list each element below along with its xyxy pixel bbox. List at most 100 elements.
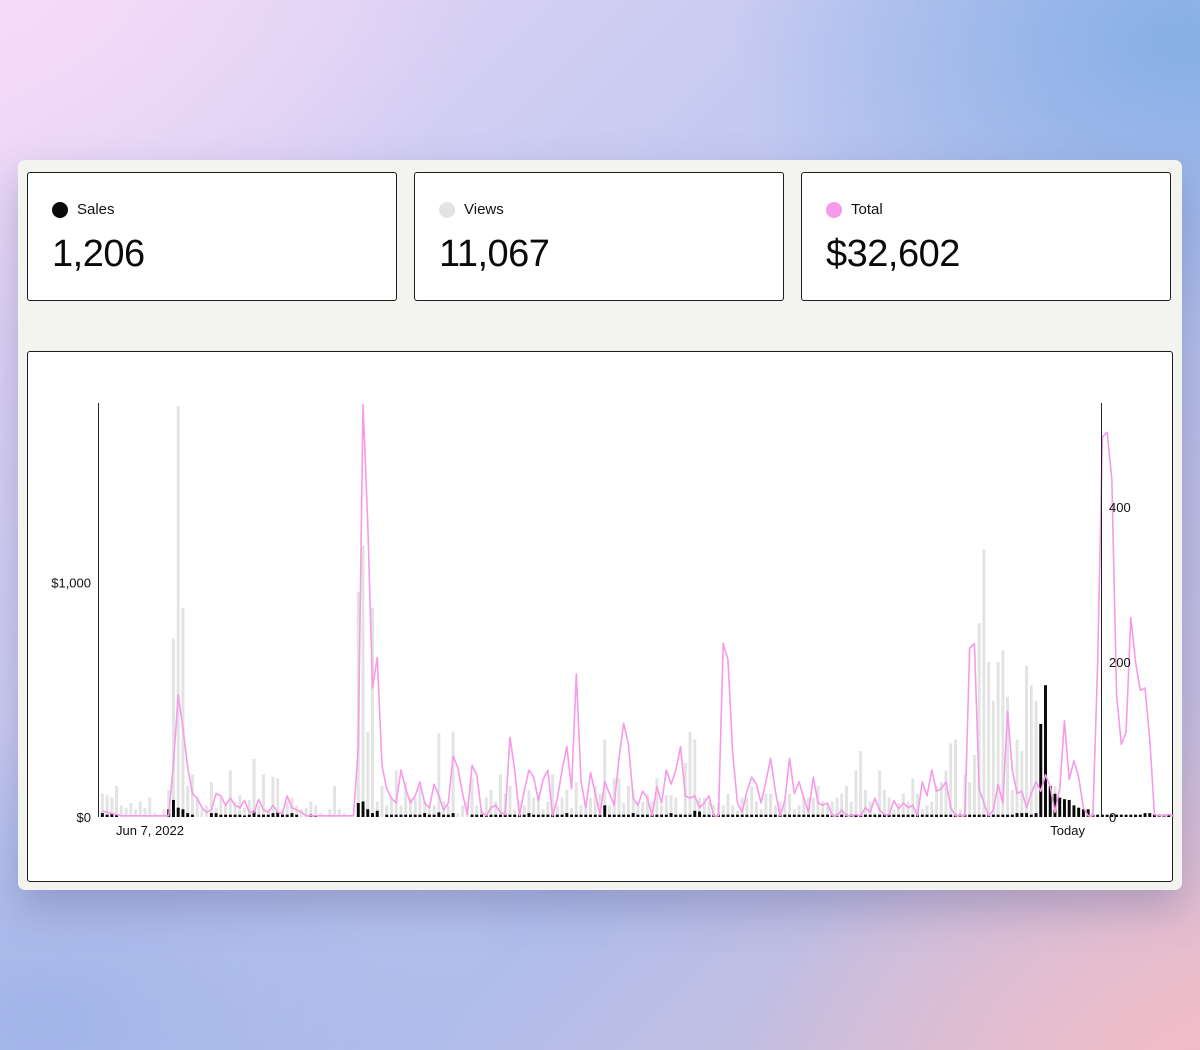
views-bar — [636, 801, 640, 817]
views-bar — [608, 805, 611, 817]
sales-bar — [238, 814, 242, 817]
sales-bar — [499, 814, 502, 817]
views-bar — [617, 778, 621, 817]
views-bar — [238, 795, 242, 817]
sales-bar — [617, 814, 621, 817]
sales-bar — [494, 814, 498, 817]
views-bar — [276, 778, 280, 817]
sales-bar — [683, 814, 687, 817]
sales-bar — [698, 811, 701, 817]
sales-bar — [176, 807, 180, 817]
sales-bar — [508, 814, 512, 817]
sales-bar — [570, 814, 574, 817]
views-bar — [309, 801, 313, 817]
sales-bar — [1067, 799, 1071, 817]
sales-bar — [257, 814, 261, 817]
stat-card-views[interactable]: Views 11,067 — [414, 172, 784, 301]
sales-bar — [707, 814, 711, 817]
sales-bar — [972, 814, 976, 817]
sales-bar — [579, 814, 583, 817]
sales-bar — [190, 814, 194, 817]
sales-bar — [285, 814, 289, 817]
views-bar — [930, 801, 934, 817]
views-bar — [456, 813, 460, 817]
sales-bar — [802, 814, 806, 817]
chart-card[interactable]: $0 $1,000 0 200 400 Jun 7, 2022 Today — [27, 351, 1174, 883]
sales-bar — [432, 814, 436, 817]
sales-bar — [214, 813, 218, 817]
stat-card-sales[interactable]: Sales 1,206 — [27, 172, 397, 301]
sales-bar — [446, 814, 450, 817]
views-bar — [859, 751, 863, 817]
views-bar — [811, 797, 815, 817]
sales-bar — [745, 814, 749, 817]
views-bar — [432, 805, 436, 817]
sales-bar — [1072, 805, 1076, 817]
views-bar — [138, 801, 142, 817]
views-bar — [958, 809, 962, 817]
sales-bar — [1129, 814, 1133, 817]
views-bar — [423, 801, 427, 817]
views-bar — [925, 805, 929, 817]
sales-bar — [598, 814, 602, 817]
views-bar — [1020, 751, 1024, 817]
sales-bar — [626, 814, 630, 817]
sales-bar — [171, 799, 175, 817]
sales-bar — [356, 803, 360, 817]
sales-bar — [608, 814, 611, 817]
sales-bar — [892, 814, 896, 817]
views-bar — [186, 785, 190, 817]
sales-bar — [693, 810, 697, 817]
views-bar — [427, 805, 431, 817]
sales-bar — [788, 814, 792, 817]
views-bar — [773, 805, 777, 817]
views-bar — [522, 805, 526, 817]
views-bar — [314, 805, 318, 817]
sales-bar — [868, 814, 872, 817]
sales-bar — [1105, 814, 1109, 817]
views-bar — [195, 797, 199, 817]
views-bar — [574, 782, 578, 817]
views-bar — [219, 797, 223, 817]
views-bar — [176, 406, 180, 817]
sales-bar — [442, 814, 446, 817]
sales-bar — [811, 814, 815, 817]
views-bar — [688, 731, 692, 817]
stat-value: 11,067 — [439, 233, 550, 275]
sales-bar — [897, 814, 901, 817]
stat-value: 1,206 — [52, 233, 145, 275]
views-bar — [669, 795, 673, 817]
sales-bar — [589, 814, 592, 817]
views-bar — [337, 809, 341, 817]
sales-bar — [503, 814, 507, 817]
sales-bar — [560, 814, 564, 817]
views-bar — [603, 739, 607, 817]
sales-bar — [612, 814, 616, 817]
views-bar — [252, 758, 256, 817]
views-bar — [167, 789, 171, 817]
views-bar — [674, 797, 678, 817]
sales-bar — [977, 814, 981, 817]
sales-bar — [252, 810, 256, 817]
sales-bar — [181, 809, 185, 817]
views-bar — [693, 739, 697, 817]
views-bar — [598, 793, 602, 817]
total-line — [102, 403, 1174, 817]
sales-views-total-chart[interactable]: $0 $1,000 0 200 400 Jun 7, 2022 Today — [28, 352, 1174, 883]
views-bar — [702, 797, 706, 817]
sales-bar — [797, 814, 801, 817]
views-bar — [262, 774, 265, 817]
views-bar — [124, 807, 128, 817]
sales-bar — [555, 814, 559, 817]
stat-card-total[interactable]: Total $32,602 — [801, 172, 1171, 301]
sales-bar — [925, 814, 929, 817]
views-bar — [840, 793, 844, 817]
sales-bar — [807, 814, 810, 817]
views-bar — [664, 795, 668, 817]
views-bar — [1001, 650, 1005, 817]
views-bar — [726, 793, 730, 817]
views-bar — [115, 785, 119, 817]
views-bar — [968, 782, 972, 817]
sales-bar — [1081, 809, 1085, 817]
sales-bar — [276, 812, 280, 817]
